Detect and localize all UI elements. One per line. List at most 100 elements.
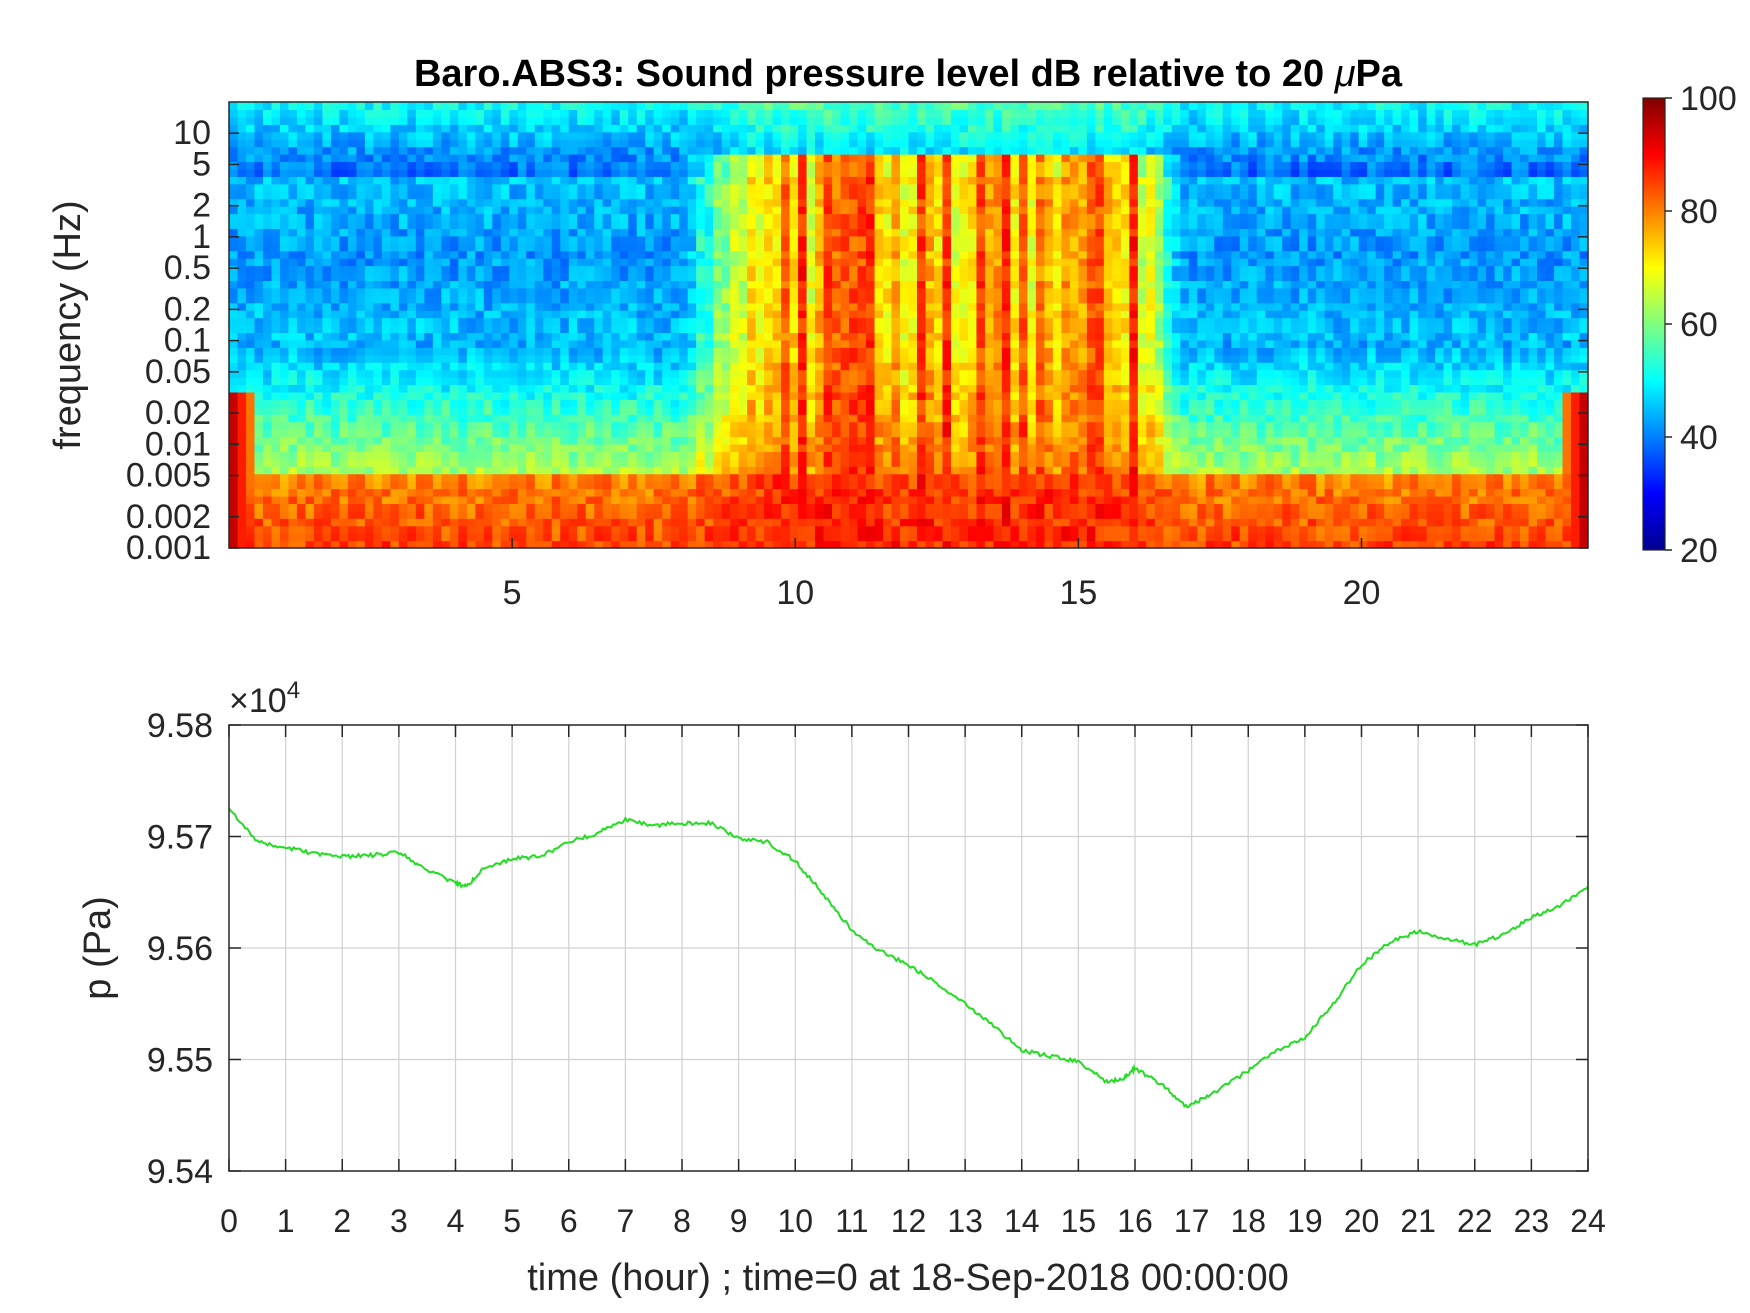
spectrogram-cell [390, 310, 400, 319]
spectrogram-cell [517, 131, 527, 140]
spectrogram-cell [390, 131, 400, 140]
spectrogram-cell [755, 429, 765, 438]
spectrogram-cell [390, 176, 400, 185]
spectrogram-cell [781, 510, 791, 519]
spectrogram-cell [585, 198, 595, 207]
spectrogram-cell [407, 265, 417, 274]
spectrogram-cell [492, 362, 502, 371]
spectrogram-cell [330, 533, 341, 542]
spectrogram-cell [806, 391, 816, 400]
spectrogram-cell [339, 317, 349, 326]
spectrogram-cell [296, 414, 307, 423]
spectrogram-cell [883, 287, 893, 296]
spectrogram-cell [415, 146, 425, 155]
spectrogram-cell [330, 295, 341, 304]
spectrogram-cell [798, 272, 808, 281]
spectrogram-cell [866, 406, 876, 415]
spectrogram-cell [611, 228, 621, 237]
spectrogram-cell [713, 347, 723, 356]
spectrogram-cell [670, 146, 680, 155]
spectrogram-cell [271, 488, 281, 497]
spectrogram-cell [636, 102, 646, 111]
spectrogram-cell [288, 243, 298, 252]
spectrogram-cell [449, 228, 459, 237]
spectrogram-cell [254, 161, 264, 170]
spectrogram-cell [585, 258, 595, 267]
spectrogram-cell [916, 235, 927, 244]
spectrogram-cell [866, 280, 876, 289]
spectrogram-cell [611, 325, 621, 334]
spectrogram-cell [747, 280, 757, 289]
spectrogram-cell [229, 191, 239, 200]
spectrogram-cell [322, 213, 332, 222]
spectrogram-cell [874, 488, 884, 497]
spectrogram-cell [687, 436, 697, 445]
spectrogram-cell [815, 220, 825, 229]
spectrogram-cell [687, 369, 697, 378]
spectrogram-cell [755, 377, 765, 386]
spectrogram-cell [764, 429, 774, 438]
spectrogram-cell [483, 213, 493, 222]
spectrogram-cell [407, 510, 417, 519]
spectrogram-cell [721, 265, 731, 274]
spectrogram-cell [653, 265, 663, 274]
spectrogram-cell [585, 191, 595, 200]
spectrogram-cell [356, 295, 366, 304]
spectrogram-cell [933, 436, 944, 445]
spectrogram-cell [891, 235, 901, 244]
spectrogram-cell [398, 429, 408, 438]
spectrogram-cell [313, 518, 324, 527]
spectrogram-cell [730, 369, 740, 378]
spectrogram-cell [424, 421, 434, 430]
spectrogram-cell [628, 510, 638, 519]
spectrogram-cell [415, 458, 425, 467]
spectrogram-cell [679, 369, 689, 378]
spectrogram-cell [229, 168, 239, 177]
spectrogram-cell [594, 191, 604, 200]
spectrogram-cell [772, 325, 782, 334]
spectrogram-cell [534, 302, 544, 311]
spectrogram-cell [407, 235, 417, 244]
spectrogram-cell [772, 429, 782, 438]
spectrogram-cell [900, 510, 910, 519]
spectrogram-cell [933, 495, 944, 504]
spectrogram-cell [874, 161, 884, 170]
spectrogram-cell [424, 399, 434, 408]
spectrogram-cell [636, 481, 646, 490]
spectrogram-cell [441, 325, 451, 334]
spectrogram-cell [696, 146, 706, 155]
spectrogram-cell [883, 243, 893, 252]
spectrogram-cell [619, 510, 629, 519]
spectrogram-cell [390, 213, 400, 222]
spectrogram-cell [815, 466, 825, 475]
spectrogram-cell [832, 228, 842, 237]
spectrogram-cell [670, 458, 680, 467]
spectrogram-cell [585, 228, 595, 237]
spectrogram-cell [900, 287, 910, 296]
spectrogram-cell [381, 391, 391, 400]
spectrogram-cell [245, 146, 256, 155]
spectrogram-cell [611, 458, 621, 467]
spectrogram-cell [806, 258, 816, 267]
spectrogram-cell [755, 518, 765, 527]
spectrogram-cell [449, 414, 459, 423]
spectrogram-cell [713, 131, 723, 140]
spectrogram-cell [900, 533, 910, 542]
spectrogram-cell [466, 191, 476, 200]
spectrogram-cell [849, 347, 859, 356]
spectrogram-cell [764, 139, 774, 148]
spectrogram-cell [577, 481, 587, 490]
spectrogram-cell [296, 406, 307, 415]
spectrogram-cell [517, 481, 527, 490]
spectrogram-cell [381, 362, 391, 371]
spectrogram-cell [398, 458, 408, 467]
spectrogram-cell [662, 302, 672, 311]
spectrogram-cell [262, 384, 273, 393]
spectrogram-cell [840, 206, 850, 215]
spectrogram-cell [789, 310, 799, 319]
spectrogram-cell [568, 533, 578, 542]
spectrogram-cell [398, 495, 408, 504]
spectrogram-cell [883, 436, 893, 445]
spectrogram-cell [933, 458, 944, 467]
spectrogram-cell [747, 325, 757, 334]
